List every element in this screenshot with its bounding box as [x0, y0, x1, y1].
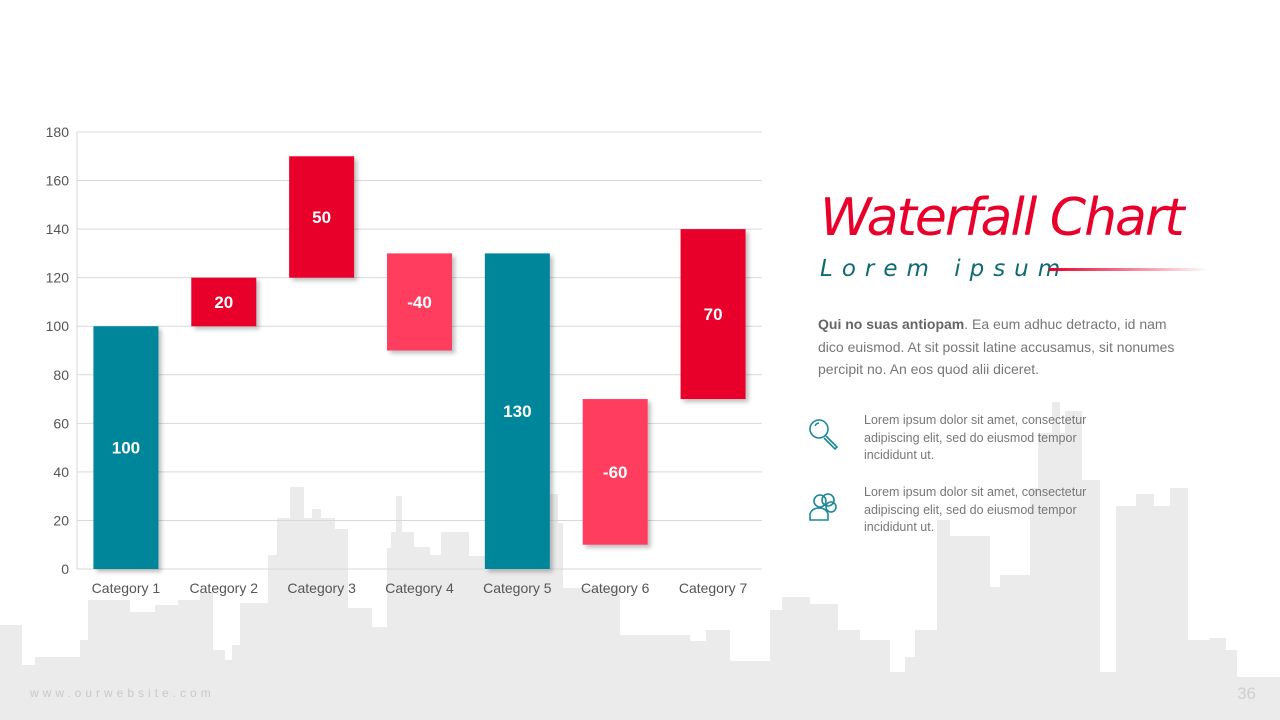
- bar: [289, 156, 355, 278]
- y-tick-label: 140: [46, 221, 70, 237]
- x-tick-label: Category 5: [483, 580, 552, 596]
- users-icon: [809, 493, 837, 521]
- y-tick-label: 180: [46, 124, 70, 140]
- page-number: 36: [1237, 684, 1256, 703]
- data-label: 50: [312, 208, 331, 227]
- data-label: 70: [704, 305, 723, 324]
- bar: [680, 229, 746, 400]
- feature-text: Lorem ipsum dolor sit amet, consectetur …: [864, 413, 1087, 462]
- bar: [191, 277, 257, 327]
- y-tick-label: 60: [53, 415, 69, 431]
- data-label: 100: [112, 439, 140, 458]
- y-tick-label: 40: [53, 464, 69, 480]
- description-bold: Qui no suas antiopam: [818, 316, 965, 332]
- y-tick-label: 120: [46, 270, 70, 286]
- description-text: . Ea eum adhuc detracto, id nam dico eui…: [818, 316, 1175, 377]
- search-icon: [809, 419, 839, 451]
- y-tick-label: 100: [46, 318, 70, 334]
- bar: [93, 326, 159, 569]
- website-footer: www.ourwebsite.com: [30, 686, 215, 700]
- x-tick-label: Category 7: [679, 580, 748, 596]
- bar: [484, 253, 550, 569]
- description: Qui no suas antiopam. Ea eum adhuc detra…: [818, 313, 1178, 381]
- x-tick-label: Category 6: [581, 580, 650, 596]
- x-tick-label: Category 3: [287, 580, 356, 596]
- y-tick-label: 80: [53, 367, 69, 383]
- y-tick-label: 0: [61, 561, 69, 577]
- y-tick-label: 20: [53, 512, 69, 528]
- x-tick-label: Category 2: [190, 580, 259, 596]
- y-tick-label: 160: [46, 173, 70, 189]
- slide-title: Waterfall Chart: [820, 188, 1185, 248]
- x-tick-label: Category 1: [92, 580, 161, 596]
- data-label: 20: [214, 293, 233, 312]
- data-label: -60: [603, 463, 628, 482]
- bar: [387, 253, 452, 351]
- subtitle-divider: [1049, 268, 1209, 271]
- feature-text: Lorem ipsum dolor sit amet, consectetur …: [864, 485, 1087, 534]
- waterfall-chart: 0 20 40 60 80 100 120 140 160 180 100 Category 1 20 C…: [46, 124, 762, 596]
- bar: [582, 399, 648, 545]
- data-label: -40: [407, 293, 432, 312]
- data-label: 130: [503, 402, 531, 421]
- x-tick-label: Category 4: [385, 580, 454, 596]
- slide-subtitle: Lorem ipsum: [820, 256, 1070, 282]
